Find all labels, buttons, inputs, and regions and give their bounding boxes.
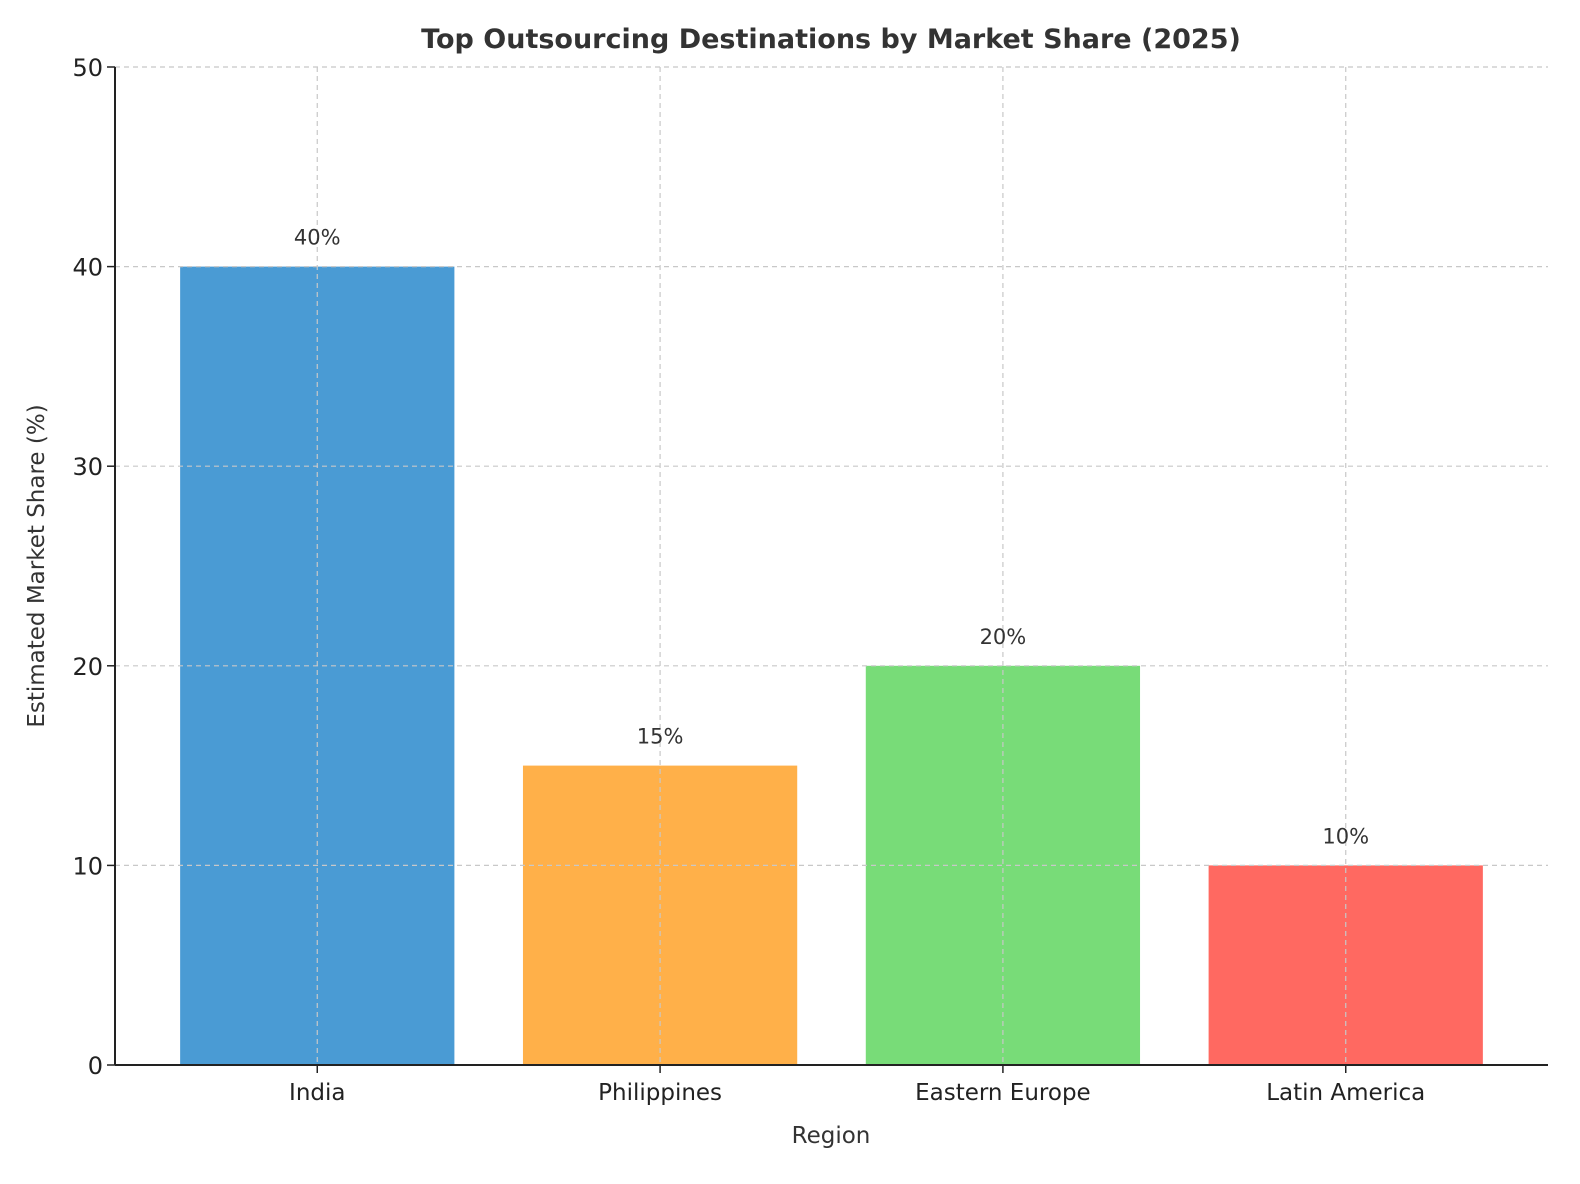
y-tick-label: 10: [72, 852, 103, 880]
y-tick-label: 0: [88, 1052, 103, 1080]
data-labels: 40% 15% 20% 10%: [294, 226, 1369, 849]
x-axis-label: Region: [792, 1123, 871, 1149]
chart-title: Top Outsourcing Destinations by Market S…: [421, 24, 1241, 55]
x-tick-label: Latin America: [1266, 1080, 1425, 1106]
y-tick-label: 20: [72, 653, 103, 681]
y-axis-label: Estimated Market Share (%): [24, 404, 50, 727]
x-tick-label: Eastern Europe: [915, 1080, 1091, 1106]
x-tick-label: Philippines: [598, 1080, 722, 1106]
data-label: 10%: [1322, 824, 1369, 848]
y-tick-label: 50: [72, 54, 103, 82]
y-tick-label: 40: [72, 254, 103, 282]
y-tick-label: 30: [72, 453, 103, 481]
data-label: 40%: [294, 226, 341, 250]
data-label: 15%: [637, 725, 684, 749]
x-tick-label: India: [289, 1080, 345, 1106]
data-label: 20%: [980, 625, 1027, 649]
axes: 0 10 20 30 40 50 India Philippines Eastern Europ…: [72, 54, 1548, 1106]
